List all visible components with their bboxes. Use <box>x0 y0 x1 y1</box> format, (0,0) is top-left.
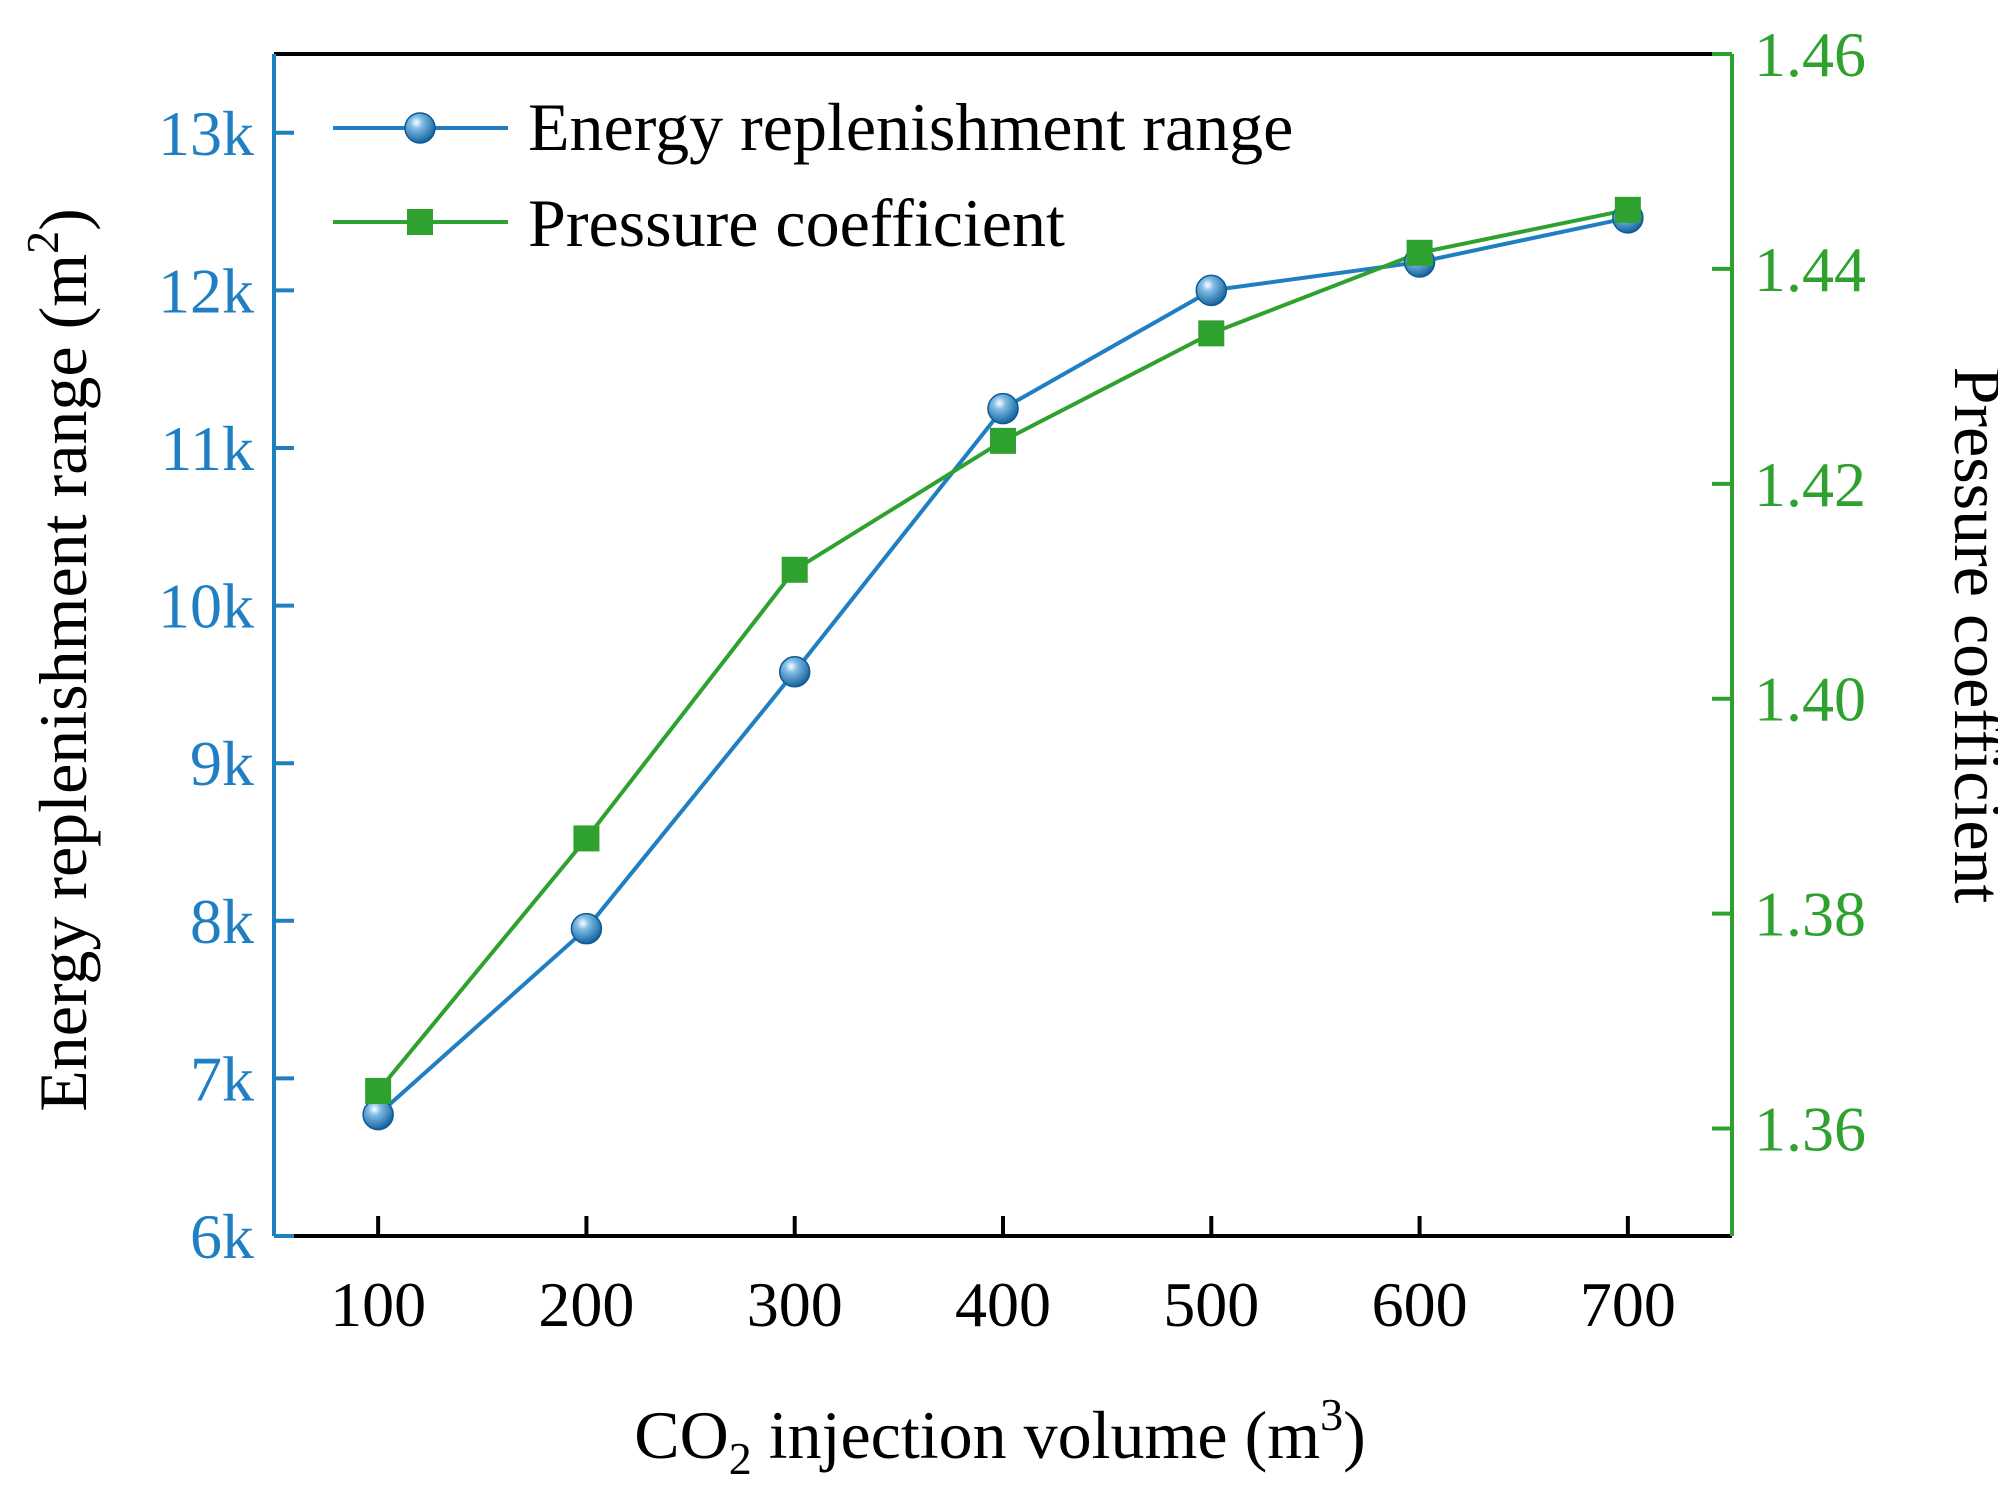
right-y-tick-label: 1.46 <box>1754 19 1866 90</box>
pressure-data-point <box>1198 320 1225 347</box>
x-tick-label: 200 <box>538 1269 634 1340</box>
pressure-data-point <box>365 1077 392 1104</box>
legend-pressure-marker <box>407 209 433 235</box>
right-y-tick-label: 1.38 <box>1754 879 1866 950</box>
left-y-tick-label: 12k <box>158 255 254 326</box>
pressure-data-point <box>573 825 600 852</box>
right-y-axis-ticks: 1.36 1.38 1.40 1.42 1.44 1.46 <box>1712 19 1866 1165</box>
pressure-data-point <box>990 427 1016 454</box>
series-layer <box>362 196 1644 1131</box>
x-tick-label: 600 <box>1372 1269 1468 1340</box>
legend: Energy replenishment range Pressure coef… <box>333 89 1293 261</box>
energy-data-point <box>1195 274 1228 307</box>
left-y-tick-label: 6k <box>190 1201 254 1272</box>
left-y-axis-ticks: 6k 7k 8k 9k 10k 11k 12k 13k <box>158 98 294 1272</box>
left-y-tick-label: 10k <box>158 571 254 642</box>
legend-item-energy: Energy replenishment range <box>333 89 1293 165</box>
left-y-tick-label: 11k <box>160 413 254 484</box>
pressure-series-line <box>376 207 1629 1093</box>
legend-energy-marker <box>404 112 436 144</box>
energy-series-line <box>376 215 1629 1117</box>
right-y-tick-label: 1.42 <box>1754 449 1866 520</box>
pressure-data-point <box>1406 239 1433 266</box>
pressure-data-point <box>781 556 808 583</box>
left-y-axis-title: Energy replenishment range (m2) <box>17 208 101 1112</box>
right-y-tick-label: 1.44 <box>1754 234 1866 305</box>
x-axis-title: CO2 injection volume (m3) <box>634 1389 1366 1484</box>
legend-item-pressure: Pressure coefficient <box>333 185 1065 261</box>
left-y-tick-label: 13k <box>158 98 254 169</box>
energy-data-point <box>570 912 603 945</box>
pressure-data-point <box>1614 196 1641 223</box>
left-y-tick-label: 9k <box>190 728 254 799</box>
right-y-tick-label: 1.36 <box>1754 1094 1866 1165</box>
x-tick-label: 400 <box>955 1269 1051 1340</box>
x-tick-label: 300 <box>747 1269 843 1340</box>
left-y-tick-label: 8k <box>190 886 254 957</box>
x-axis-ticks: 100 200 300 400 500 600 700 <box>330 1216 1676 1340</box>
legend-energy-label: Energy replenishment range <box>528 89 1293 165</box>
right-y-tick-label: 1.40 <box>1754 664 1866 735</box>
energy-data-point <box>362 1098 394 1131</box>
energy-data-point <box>778 656 811 688</box>
legend-pressure-label: Pressure coefficient <box>528 185 1065 261</box>
x-tick-label: 500 <box>1163 1269 1259 1340</box>
energy-data-point <box>987 392 1019 425</box>
left-y-tick-label: 7k <box>190 1043 254 1114</box>
x-tick-label: 700 <box>1580 1269 1676 1340</box>
right-y-axis-title: Pressure coefficient <box>1940 367 1998 904</box>
x-tick-label: 100 <box>330 1269 426 1340</box>
